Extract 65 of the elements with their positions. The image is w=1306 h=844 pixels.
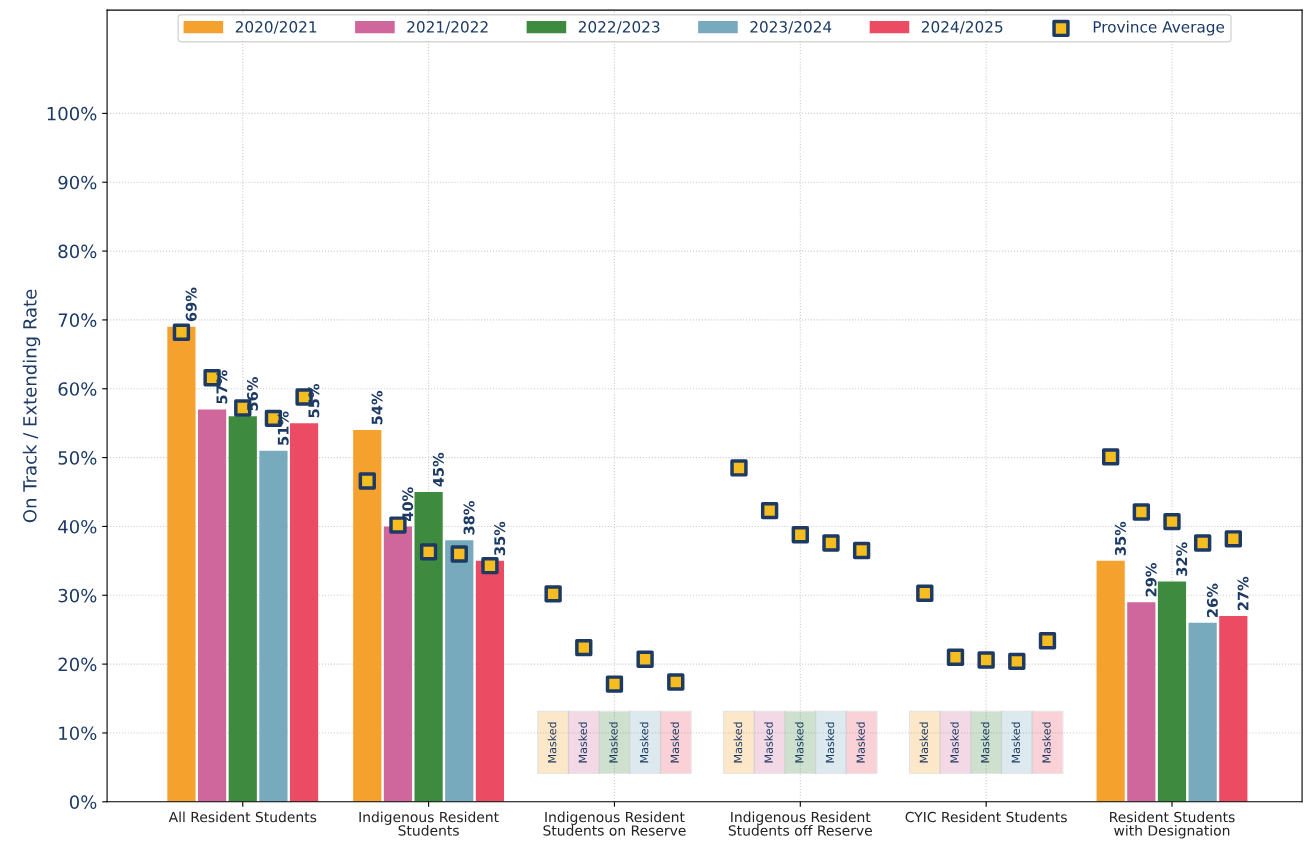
- y-tick-label: 70%: [58, 313, 97, 328]
- y-tick-label: 90%: [58, 175, 97, 190]
- text: Masked: [980, 722, 990, 763]
- legend-label: 2021/2022: [407, 21, 488, 34]
- bar: [1219, 615, 1248, 802]
- data-label: 35%: [494, 521, 506, 556]
- text: Masked: [794, 722, 804, 763]
- x-tick-label: Indigenous Resident Students: [359, 811, 499, 836]
- legend-label: 2020/2021: [235, 21, 317, 34]
- bar: [1127, 602, 1156, 802]
- y-tick-label: 40%: [58, 519, 97, 534]
- y-tick-label: 100%: [47, 106, 97, 121]
- legend-label: 2022/2023: [578, 21, 660, 34]
- y-axis-title: On Track / Extending Rate: [22, 289, 41, 523]
- text: Masked: [733, 722, 743, 763]
- data-label: 38%: [463, 501, 475, 535]
- data-label: 27%: [1237, 576, 1249, 611]
- legend-label: 2023/2024: [750, 21, 832, 34]
- text: Masked: [1011, 722, 1021, 763]
- bar: [445, 540, 474, 802]
- bar: [228, 416, 257, 802]
- text: Masked: [764, 722, 773, 763]
- data-label: 69%: [185, 287, 197, 322]
- bar: [414, 492, 443, 802]
- bar: [383, 526, 413, 802]
- legend-label: Province Average: [1093, 20, 1225, 36]
- y-tick-label: 50%: [58, 451, 97, 465]
- bar: [259, 450, 288, 802]
- text: Masked: [547, 722, 557, 763]
- bar: [475, 560, 505, 802]
- data-label: 40%: [402, 487, 414, 522]
- text: Masked: [856, 722, 865, 763]
- bar: [1157, 581, 1187, 802]
- bar: [1188, 622, 1217, 802]
- data-label: 29%: [1145, 562, 1157, 597]
- bar: [167, 326, 196, 802]
- text: Masked: [950, 722, 959, 763]
- text: Masked: [670, 722, 679, 763]
- text: Masked: [919, 722, 929, 763]
- data-label: 26%: [1206, 583, 1218, 617]
- y-tick-label: 60%: [58, 382, 97, 396]
- x-tick-label: Indigenous Resident Students off Reserve: [728, 811, 872, 836]
- text: Masked: [609, 722, 618, 763]
- bar: [197, 409, 227, 802]
- data-label: 54%: [371, 390, 383, 425]
- text: Masked: [639, 722, 649, 763]
- x-tick-label: All Resident Students: [168, 811, 317, 823]
- data-label: 45%: [432, 452, 444, 487]
- x-tick-label: Indigenous Resident Students on Reserve: [543, 811, 686, 836]
- y-tick-label: 80%: [58, 244, 97, 259]
- y-tick-label: 30%: [58, 588, 97, 603]
- bar: [1096, 560, 1125, 802]
- y-tick-label: 20%: [58, 657, 97, 672]
- y-tick-label: 10%: [59, 726, 97, 741]
- data-label: 32%: [1176, 542, 1188, 576]
- data-label: 35%: [1114, 521, 1126, 556]
- x-tick-label: Resident Students with Designation: [1110, 811, 1235, 839]
- legend-label: 2024/2025: [921, 21, 1003, 34]
- x-tick-label: CYIC Resident Students: [905, 811, 1067, 823]
- bar: [289, 423, 319, 802]
- bar: [353, 430, 382, 802]
- text: Masked: [825, 722, 835, 763]
- text: Masked: [578, 722, 588, 763]
- y-tick-label: 0%: [69, 795, 97, 809]
- text: Masked: [1042, 722, 1051, 763]
